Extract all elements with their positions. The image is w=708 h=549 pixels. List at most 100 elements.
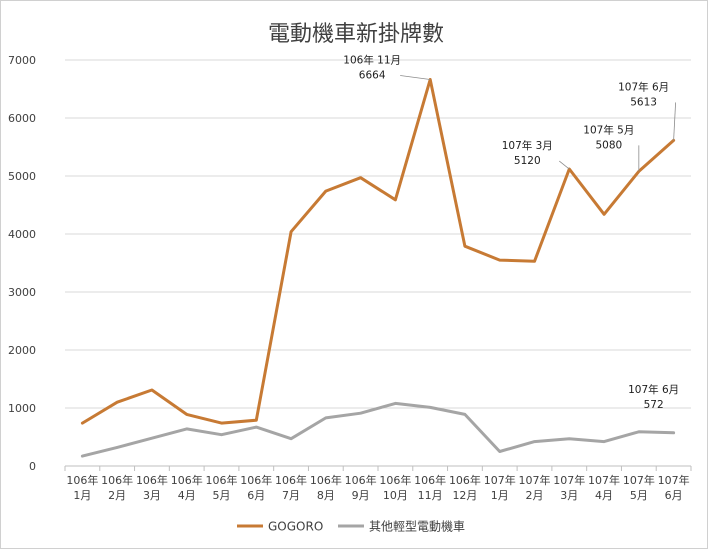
data-point <box>289 230 293 233</box>
data-point <box>115 401 119 404</box>
x-tick-label-year: 107年 <box>623 473 655 487</box>
x-tick-label-year: 106年 <box>101 473 133 487</box>
y-tick-label: 1000 <box>8 402 36 415</box>
chart-title: 電動機車新掛牌數 <box>268 22 444 47</box>
x-tick-label-month: 4月 <box>595 489 613 502</box>
annotation-label-value: 572 <box>644 399 664 411</box>
x-tick-label-year: 107年 <box>658 473 690 487</box>
series-line-gogoro <box>80 78 676 425</box>
x-tick-label-month: 2月 <box>526 489 544 502</box>
y-tick-label: 3000 <box>8 286 36 299</box>
data-point <box>185 427 188 431</box>
x-tick-label-year: 106年 <box>136 473 168 487</box>
data-point <box>428 406 432 409</box>
x-tick-label-month: 7月 <box>282 489 300 502</box>
x-tick-label-year: 107年 <box>553 473 585 487</box>
gridlines <box>65 59 691 467</box>
data-point <box>533 260 536 263</box>
x-tick-label-year: 107年 <box>519 473 551 487</box>
annotation-label-value: 6664 <box>359 69 386 81</box>
annotation-label-date: 107年 6月 <box>628 383 679 396</box>
data-point <box>185 413 188 416</box>
x-tick-label-year: 106年 <box>414 473 446 487</box>
annotation-label-value: 5613 <box>630 96 657 108</box>
x-tick-label-year: 107年 <box>588 473 620 487</box>
data-point <box>463 244 467 248</box>
y-tick-label: 2000 <box>8 344 36 357</box>
x-tick-label-month: 1月 <box>73 489 91 502</box>
x-tick-label-month: 10月 <box>383 489 408 502</box>
y-tick-label: 7000 <box>8 54 36 67</box>
data-point <box>672 431 675 435</box>
annotation-label-date: 107年 5月 <box>583 123 634 136</box>
data-point <box>150 436 154 440</box>
x-tick-label-year: 106年 <box>171 473 203 487</box>
data-point <box>255 418 258 422</box>
y-axis-ticks: 0 1000 2000 3000 4000 5000 6000 7000 <box>8 54 36 473</box>
x-tick-label-month: 9月 <box>352 489 370 502</box>
x-tick-label-year: 106年 <box>275 473 307 487</box>
x-tick-label-year: 106年 <box>449 473 481 487</box>
x-tick-label-month: 5月 <box>630 489 648 502</box>
annotation-leader-line <box>400 75 431 80</box>
x-tick-label-month: 5月 <box>213 489 231 502</box>
y-tick-label: 0 <box>29 460 36 473</box>
x-axis-ticks: 106年 1月 106年 2月 106年 3月 106年 4月 106年 5月 106年 6月 106年… <box>64 466 692 502</box>
annotation-leader-line <box>673 102 677 141</box>
data-point <box>602 440 606 443</box>
x-tick-label-year: 106年 <box>345 473 377 487</box>
x-tick-label-month: 2月 <box>108 489 126 502</box>
y-tick-label: 4000 <box>8 228 36 241</box>
data-point <box>220 421 223 425</box>
x-tick-label-month: 6月 <box>665 489 683 502</box>
data-point <box>115 446 119 449</box>
data-point <box>324 189 328 193</box>
x-tick-label-month: 3月 <box>560 489 578 502</box>
data-point <box>568 437 571 440</box>
series-lines <box>80 78 676 458</box>
data-point <box>637 430 641 433</box>
legend-label-gogoro: GOGORO <box>268 520 323 534</box>
data-annotations: 106年 11月 6664 107年 3月 5120 107年 5月 5080 107年 6… <box>343 53 679 410</box>
data-point <box>220 433 223 436</box>
annotation-label-value: 5120 <box>514 155 541 167</box>
data-point <box>463 413 467 416</box>
data-point <box>324 416 328 420</box>
data-point <box>81 421 84 425</box>
x-tick-label-year: 106年 <box>66 473 98 487</box>
data-point <box>81 454 84 458</box>
annotation-label-value: 5080 <box>595 139 622 151</box>
x-tick-label-year: 106年 <box>310 473 342 487</box>
x-tick-label-month: 8月 <box>317 489 335 502</box>
annotation-label-date: 107年 3月 <box>502 139 553 152</box>
data-point <box>533 440 536 443</box>
x-tick-label-month: 6月 <box>247 489 265 502</box>
x-tick-label-year: 106年 <box>206 473 238 487</box>
data-point <box>602 213 606 216</box>
series-line-others <box>80 401 676 458</box>
data-point <box>394 198 397 201</box>
data-point <box>498 450 501 453</box>
x-tick-label-month: 3月 <box>143 489 161 502</box>
data-point <box>359 412 362 415</box>
data-point <box>394 402 397 405</box>
annotation-leader-line <box>559 160 570 170</box>
x-tick-label-month: 11月 <box>418 489 443 502</box>
x-tick-label-month: 1月 <box>491 489 509 502</box>
annotation-label-date: 106年 11月 <box>343 53 401 66</box>
chart-legend: GOGORO 其他輕型電動機車 <box>237 519 465 534</box>
legend-label-others: 其他輕型電動機車 <box>369 519 465 534</box>
x-tick-label-year: 107年 <box>484 473 516 487</box>
y-tick-label: 6000 <box>8 112 36 125</box>
x-tick-label-month: 12月 <box>452 489 477 502</box>
x-tick-label-year: 106年 <box>379 473 411 487</box>
data-point <box>359 176 362 179</box>
x-tick-label-year: 106年 <box>240 473 272 487</box>
data-point <box>498 258 501 262</box>
data-point <box>150 388 154 392</box>
data-point <box>289 437 293 440</box>
data-point <box>255 425 258 429</box>
y-tick-label: 5000 <box>8 170 36 183</box>
